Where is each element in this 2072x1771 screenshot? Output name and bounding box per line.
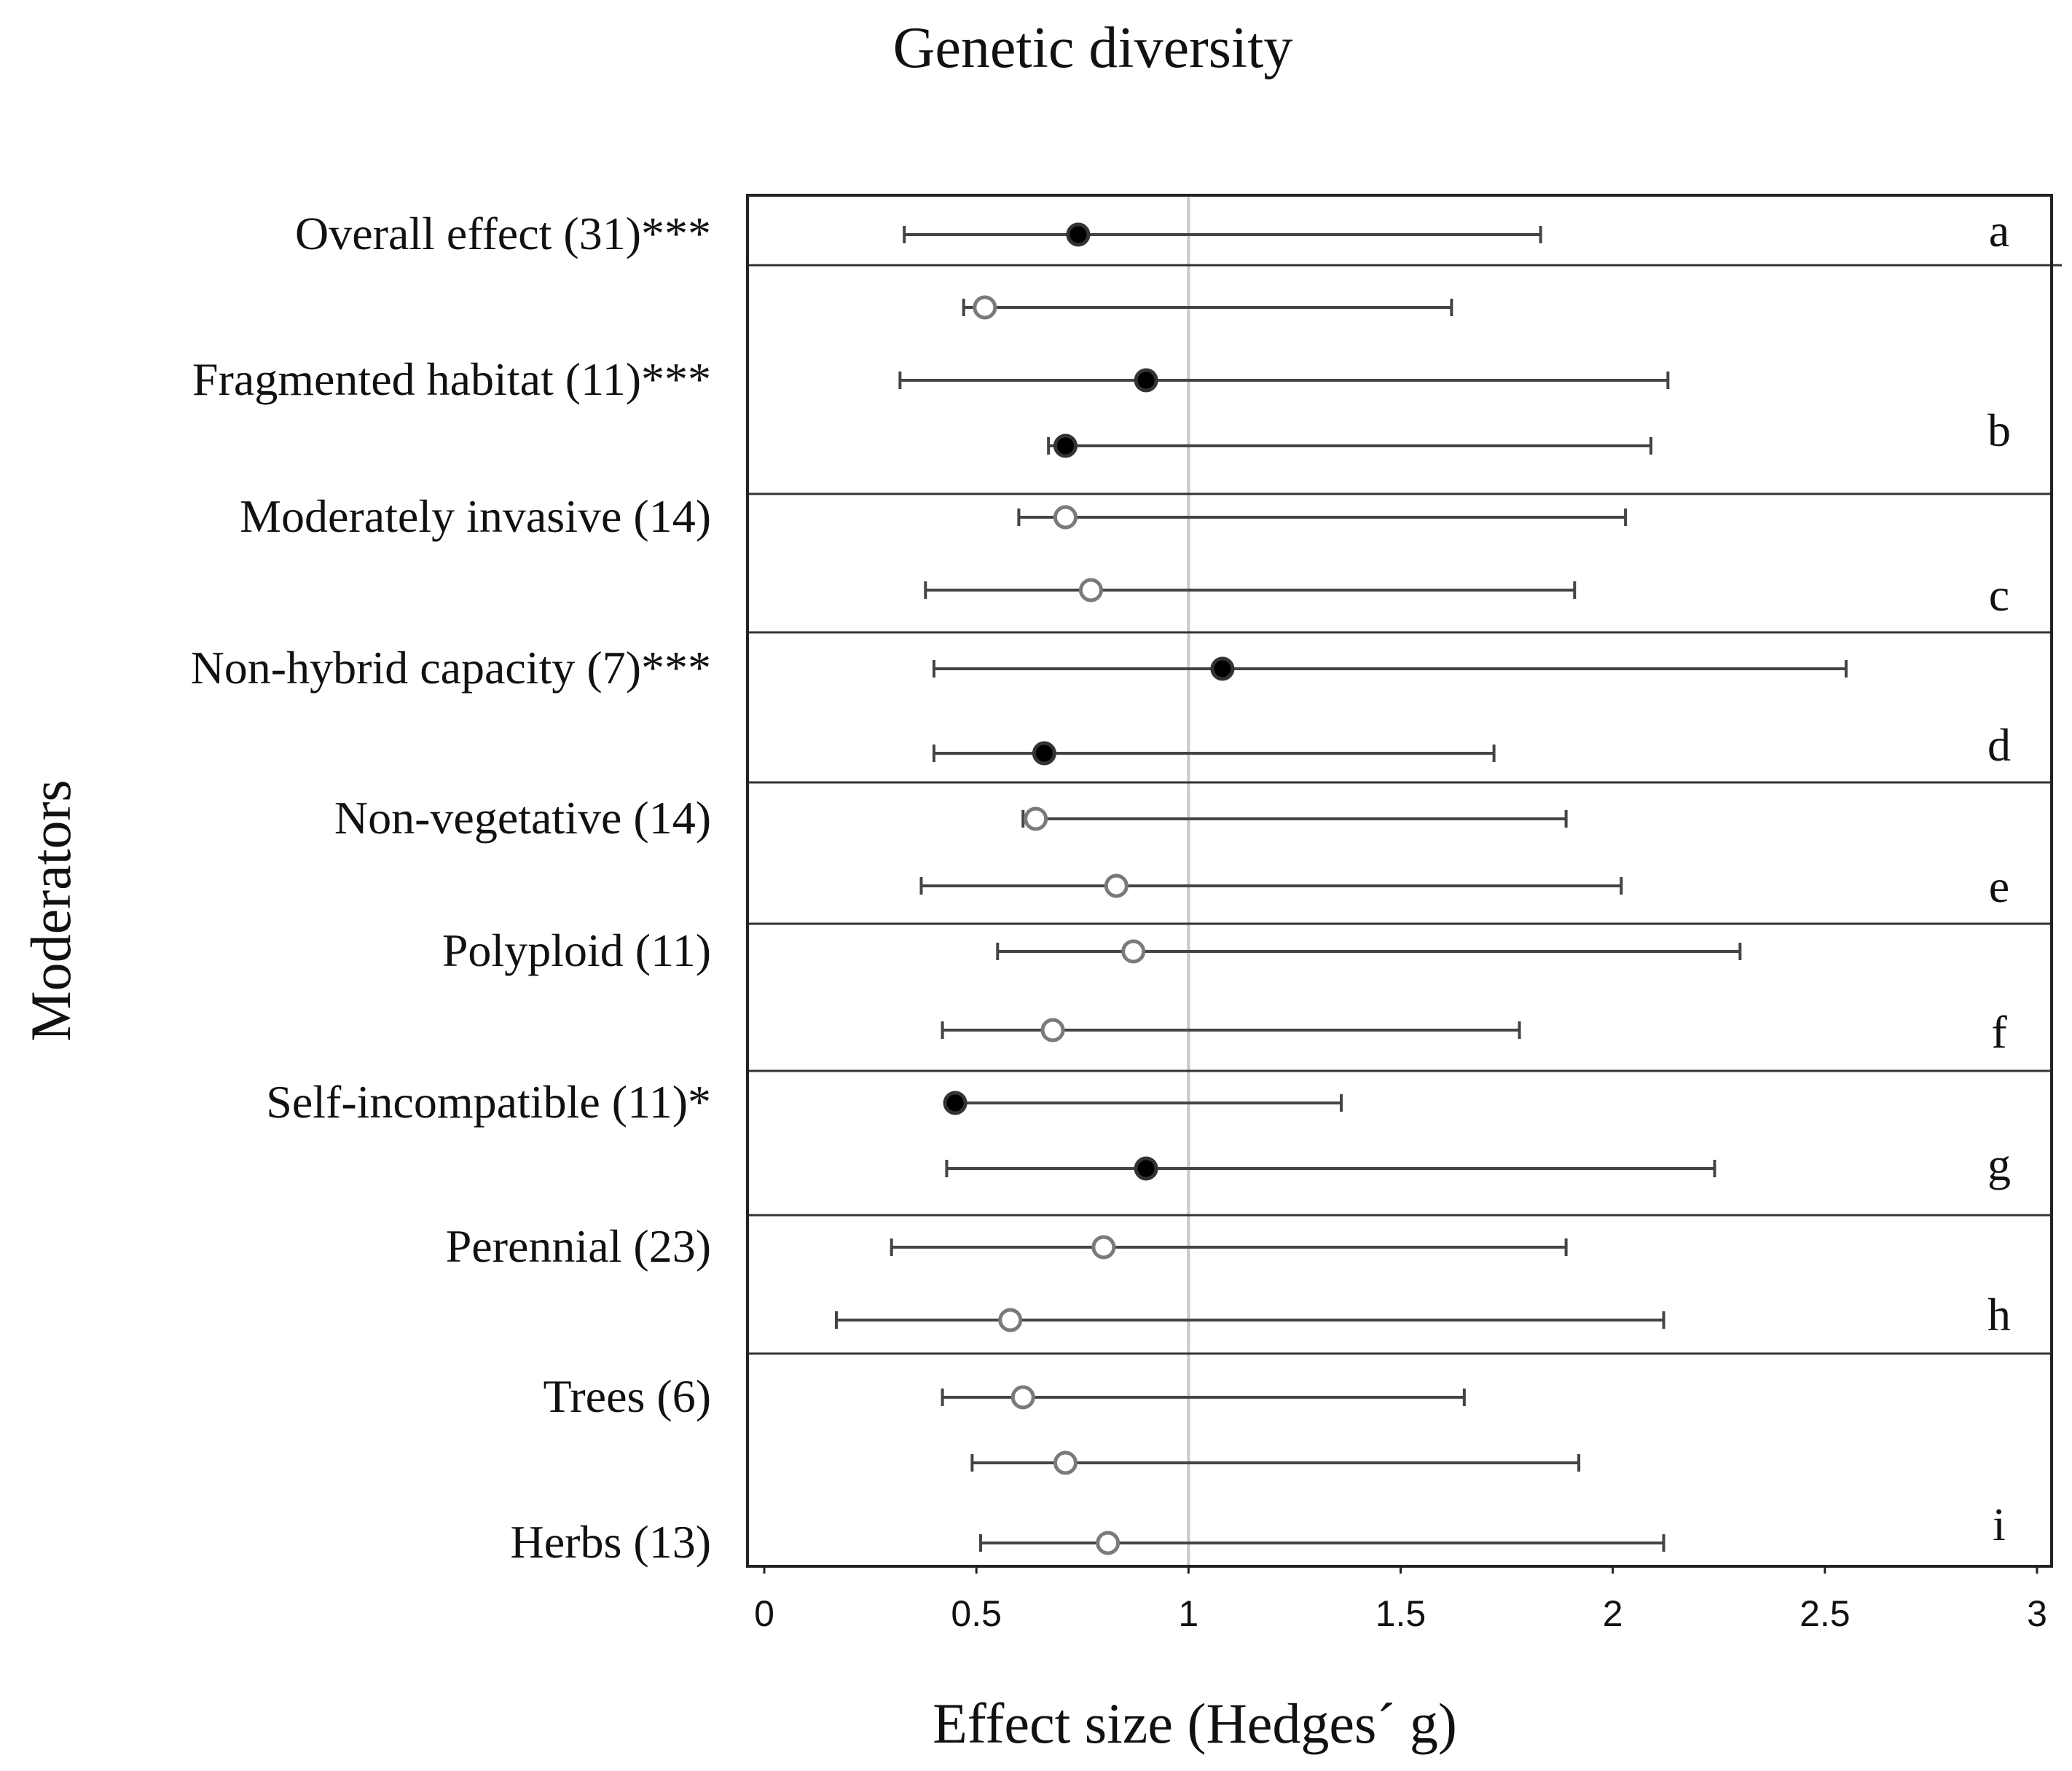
x-tick-label: 0	[754, 1593, 774, 1634]
point-estimate-open	[1040, 1018, 1065, 1042]
point-estimate-open	[973, 295, 997, 320]
group-letter: e	[1989, 860, 2009, 912]
x-tick-label: 2	[1603, 1593, 1623, 1634]
forest-row: Non-hybrid capacity (7)***	[191, 642, 1848, 694]
x-axis-label: Effect size (Hedges´ g)	[933, 1692, 1457, 1755]
row-label: Non-vegetative (14)	[334, 792, 711, 844]
forest-row: Perennial (23)	[446, 1220, 1568, 1272]
row-label: Non-hybrid capacity (7)***	[191, 642, 711, 694]
row-label: Overall effect (31)***	[295, 208, 711, 259]
forest-row	[941, 1018, 1521, 1042]
point-estimate-open	[1053, 1450, 1078, 1475]
row-label: Self-incompatible (11)*	[266, 1076, 711, 1128]
group-letter: b	[1987, 404, 2011, 456]
y-axis-label: Moderators	[19, 780, 82, 1042]
forest-row	[919, 873, 1623, 898]
point-estimate-open	[1078, 578, 1103, 602]
forest-row	[962, 295, 1453, 320]
x-tick-label: 1.5	[1376, 1593, 1427, 1634]
point-estimate-open	[1024, 806, 1048, 831]
point-estimate-open	[1011, 1385, 1035, 1410]
group-letter: i	[1993, 1499, 2006, 1550]
point-estimate-filled	[943, 1091, 968, 1115]
forest-row: Trees (6)	[543, 1370, 1466, 1422]
forest-row: Non-vegetative (14)	[334, 792, 1568, 844]
forest-row: Herbs (13)	[511, 1516, 1665, 1568]
forest-row: Fragmented habitat (11)***	[192, 353, 1670, 405]
x-tick-label: 1	[1178, 1593, 1198, 1634]
point-estimate-filled	[1066, 222, 1091, 247]
forest-row	[932, 741, 1496, 766]
row-label: Moderately invasive (14)	[240, 490, 711, 542]
forest-row	[834, 1308, 1665, 1332]
point-estimate-open	[1091, 1235, 1116, 1260]
point-estimate-open	[998, 1308, 1023, 1332]
row-label: Perennial (23)	[446, 1220, 711, 1272]
forest-row: Self-incompatible (11)*	[266, 1076, 1343, 1128]
forest-row: Overall effect (31)***	[295, 208, 1542, 259]
group-letter: g	[1987, 1139, 2011, 1190]
point-estimate-filled	[1134, 1156, 1158, 1181]
point-estimate-open	[1053, 505, 1078, 530]
group-letter: a	[1989, 205, 2009, 256]
group-letter: c	[1989, 569, 2009, 621]
row-label: Fragmented habitat (11)***	[192, 353, 711, 405]
forest-row	[1047, 433, 1653, 458]
forest-row: Moderately invasive (14)	[240, 490, 1628, 542]
forest-row	[924, 578, 1577, 602]
group-separators	[747, 264, 2062, 1355]
forest-rows: Overall effect (31)*** Fragmented habitat…	[191, 208, 1848, 1568]
row-label: Herbs (13)	[511, 1516, 711, 1568]
x-tick-label: 0.5	[951, 1593, 1002, 1634]
group-letter: h	[1987, 1289, 2011, 1340]
point-estimate-filled	[1053, 433, 1078, 458]
x-tick-label: 2.5	[1800, 1593, 1851, 1634]
row-label: Trees (6)	[543, 1370, 712, 1422]
chart-title: Genetic diversity	[893, 16, 1293, 80]
plot-frame	[746, 194, 2053, 1568]
point-estimate-open	[1096, 1531, 1121, 1555]
point-estimate-filled	[1032, 741, 1056, 766]
forest-row	[970, 1450, 1581, 1475]
x-tick-label: 3	[2027, 1593, 2047, 1634]
group-letters: a b c d e f g h i	[1987, 205, 2011, 1550]
point-estimate-open	[1104, 873, 1129, 898]
x-axis-ticks: 0 0.5 1 1.5 2 2.5 3	[754, 1566, 2047, 1634]
forest-row	[945, 1156, 1716, 1181]
point-estimate-filled	[1210, 656, 1235, 681]
group-letter: d	[1987, 719, 2011, 771]
group-letter: f	[1991, 1006, 2007, 1058]
row-label: Polyploid (11)	[442, 924, 711, 976]
forest-row: Polyploid (11)	[442, 924, 1742, 976]
point-estimate-open	[1121, 939, 1146, 964]
point-estimate-filled	[1134, 368, 1158, 393]
